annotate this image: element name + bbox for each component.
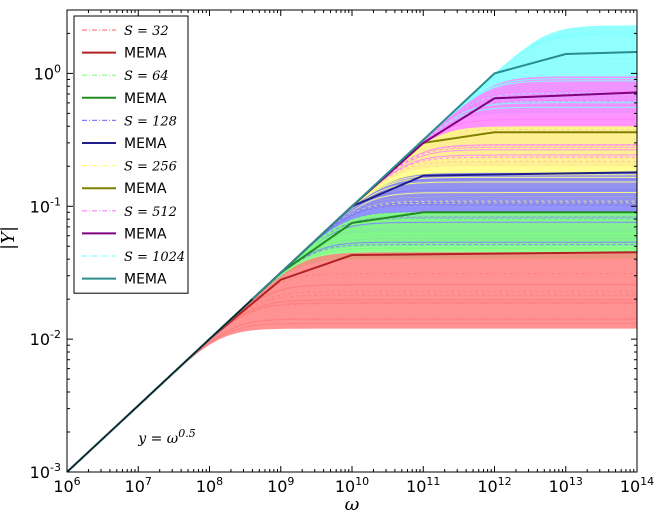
sample-line xyxy=(67,90,637,472)
sample-line xyxy=(67,31,637,472)
x-tick-label: 1013 xyxy=(549,475,583,496)
x-tick-label: 1010 xyxy=(335,475,369,496)
sample-line xyxy=(67,156,637,472)
sample-line xyxy=(67,255,637,472)
legend-label: S = 1024 xyxy=(124,250,185,265)
band-s1024 xyxy=(67,25,637,472)
band-s32 xyxy=(67,252,637,472)
x-tick-label: 108 xyxy=(196,475,223,496)
legend-label: S = 32 xyxy=(124,24,169,39)
y-tick-label: 10-1 xyxy=(30,195,61,216)
sample-line xyxy=(67,303,637,472)
y-axis: 10-3 10-2 10-1 100 xyxy=(30,9,637,482)
legend-box xyxy=(73,15,189,294)
x-tick-label: 1014 xyxy=(620,475,654,496)
y-axis-label: |Y| xyxy=(0,226,19,250)
sample-line xyxy=(67,318,637,472)
sample-line xyxy=(67,134,637,472)
sample-line xyxy=(67,273,637,472)
y-tick-label: 10-2 xyxy=(30,328,61,349)
band-s512 xyxy=(67,76,637,472)
sample-line xyxy=(67,92,637,472)
legend-label: S = 256 xyxy=(124,160,177,175)
x-tick-label: 109 xyxy=(267,475,294,496)
y-tick-label: 10-3 xyxy=(30,461,61,482)
sample-line xyxy=(67,291,637,472)
sample-line xyxy=(67,231,637,472)
x-axis: 106 107 108 109 1010 1011 1012 1013 1014 xyxy=(53,10,654,496)
reference-line-group xyxy=(67,298,253,472)
x-axis-label: ω xyxy=(345,494,360,515)
sample-line xyxy=(67,294,637,472)
band-s64 xyxy=(67,212,637,472)
y-tick-label: 100 xyxy=(34,62,61,83)
sample-line xyxy=(67,244,637,472)
legend-label: S = 512 xyxy=(124,205,177,220)
sample-line xyxy=(67,105,637,472)
legend-label: S = 128 xyxy=(124,114,177,129)
legend-label: MEMA xyxy=(124,136,167,152)
reference-line xyxy=(67,298,253,472)
legend-label: MEMA xyxy=(124,226,167,242)
x-tick-label: 1012 xyxy=(477,475,511,496)
x-tick-label: 1011 xyxy=(406,475,440,496)
legend-label: MEMA xyxy=(124,272,167,288)
sample-line xyxy=(67,110,637,472)
legend-label: MEMA xyxy=(124,91,167,107)
x-tick-label: 106 xyxy=(53,475,80,496)
legend-label: MEMA xyxy=(124,181,167,197)
legend-label: MEMA xyxy=(124,46,167,62)
sample-line xyxy=(67,30,637,472)
sample-line xyxy=(67,195,637,472)
x-tick-label: 107 xyxy=(125,475,152,496)
legend-label: S = 64 xyxy=(124,69,169,84)
sample-line xyxy=(67,218,637,472)
legend: S = 32 MEMA S = 64 MEMA S = 128 MEMA S = 256 ME… xyxy=(73,15,189,294)
